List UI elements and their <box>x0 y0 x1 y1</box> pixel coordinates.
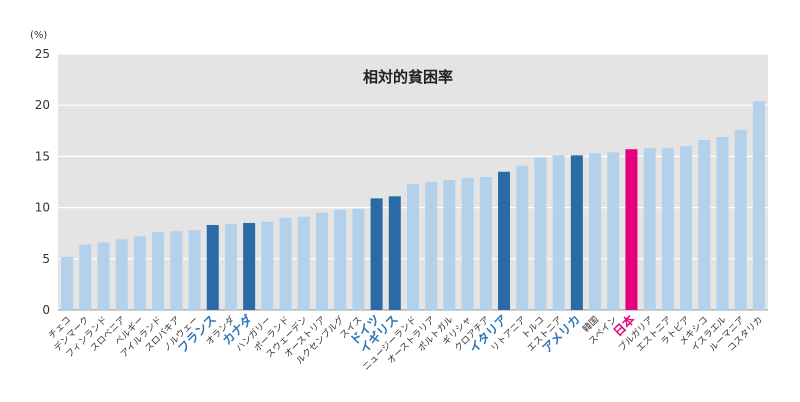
bar <box>170 231 183 310</box>
bar <box>61 256 74 310</box>
bar <box>607 152 620 310</box>
bar <box>752 101 765 310</box>
bar <box>461 177 474 310</box>
bar <box>261 221 274 310</box>
bar <box>516 165 529 310</box>
bar <box>443 179 456 310</box>
chart-title: 相対的貧困率 <box>363 68 453 86</box>
y-tick-label: 5 <box>42 252 50 266</box>
bar <box>370 198 383 310</box>
bar <box>698 140 711 310</box>
bar <box>133 236 146 310</box>
bar <box>406 184 420 310</box>
y-tick-label: 25 <box>35 47 50 61</box>
bar <box>570 155 583 310</box>
bar <box>152 232 165 310</box>
bar <box>716 136 729 310</box>
bar <box>680 146 693 310</box>
bar <box>297 216 310 310</box>
bar <box>552 155 565 310</box>
bar <box>388 196 401 310</box>
bars <box>61 101 765 310</box>
bar <box>734 129 747 310</box>
bar <box>279 217 292 310</box>
y-tick-label: 20 <box>35 98 50 112</box>
bar <box>188 230 201 310</box>
x-axis-labels: チェコデンマークフィンランドスロベニアベルギーアイルランドスロバキアノルウェーフ… <box>46 312 765 373</box>
bar <box>643 148 656 310</box>
bar <box>315 212 328 310</box>
bar <box>115 239 128 310</box>
y-axis-ticks: 0 5 10 15 20 25 <box>35 47 50 317</box>
bar <box>498 171 511 310</box>
bar <box>534 157 547 310</box>
bar <box>425 182 438 310</box>
bar <box>589 153 602 310</box>
y-tick-label: 10 <box>35 201 50 215</box>
bar <box>479 176 492 310</box>
bar <box>97 242 110 310</box>
bar <box>224 223 237 310</box>
bar <box>79 244 92 310</box>
bar <box>243 222 256 310</box>
bar <box>352 208 365 310</box>
bar <box>334 209 347 310</box>
unit-label: (%) <box>30 30 47 41</box>
bar <box>661 148 674 310</box>
y-tick-label: 0 <box>42 303 50 317</box>
bar <box>206 225 219 310</box>
y-tick-label: 15 <box>35 149 50 163</box>
bar <box>625 149 638 310</box>
